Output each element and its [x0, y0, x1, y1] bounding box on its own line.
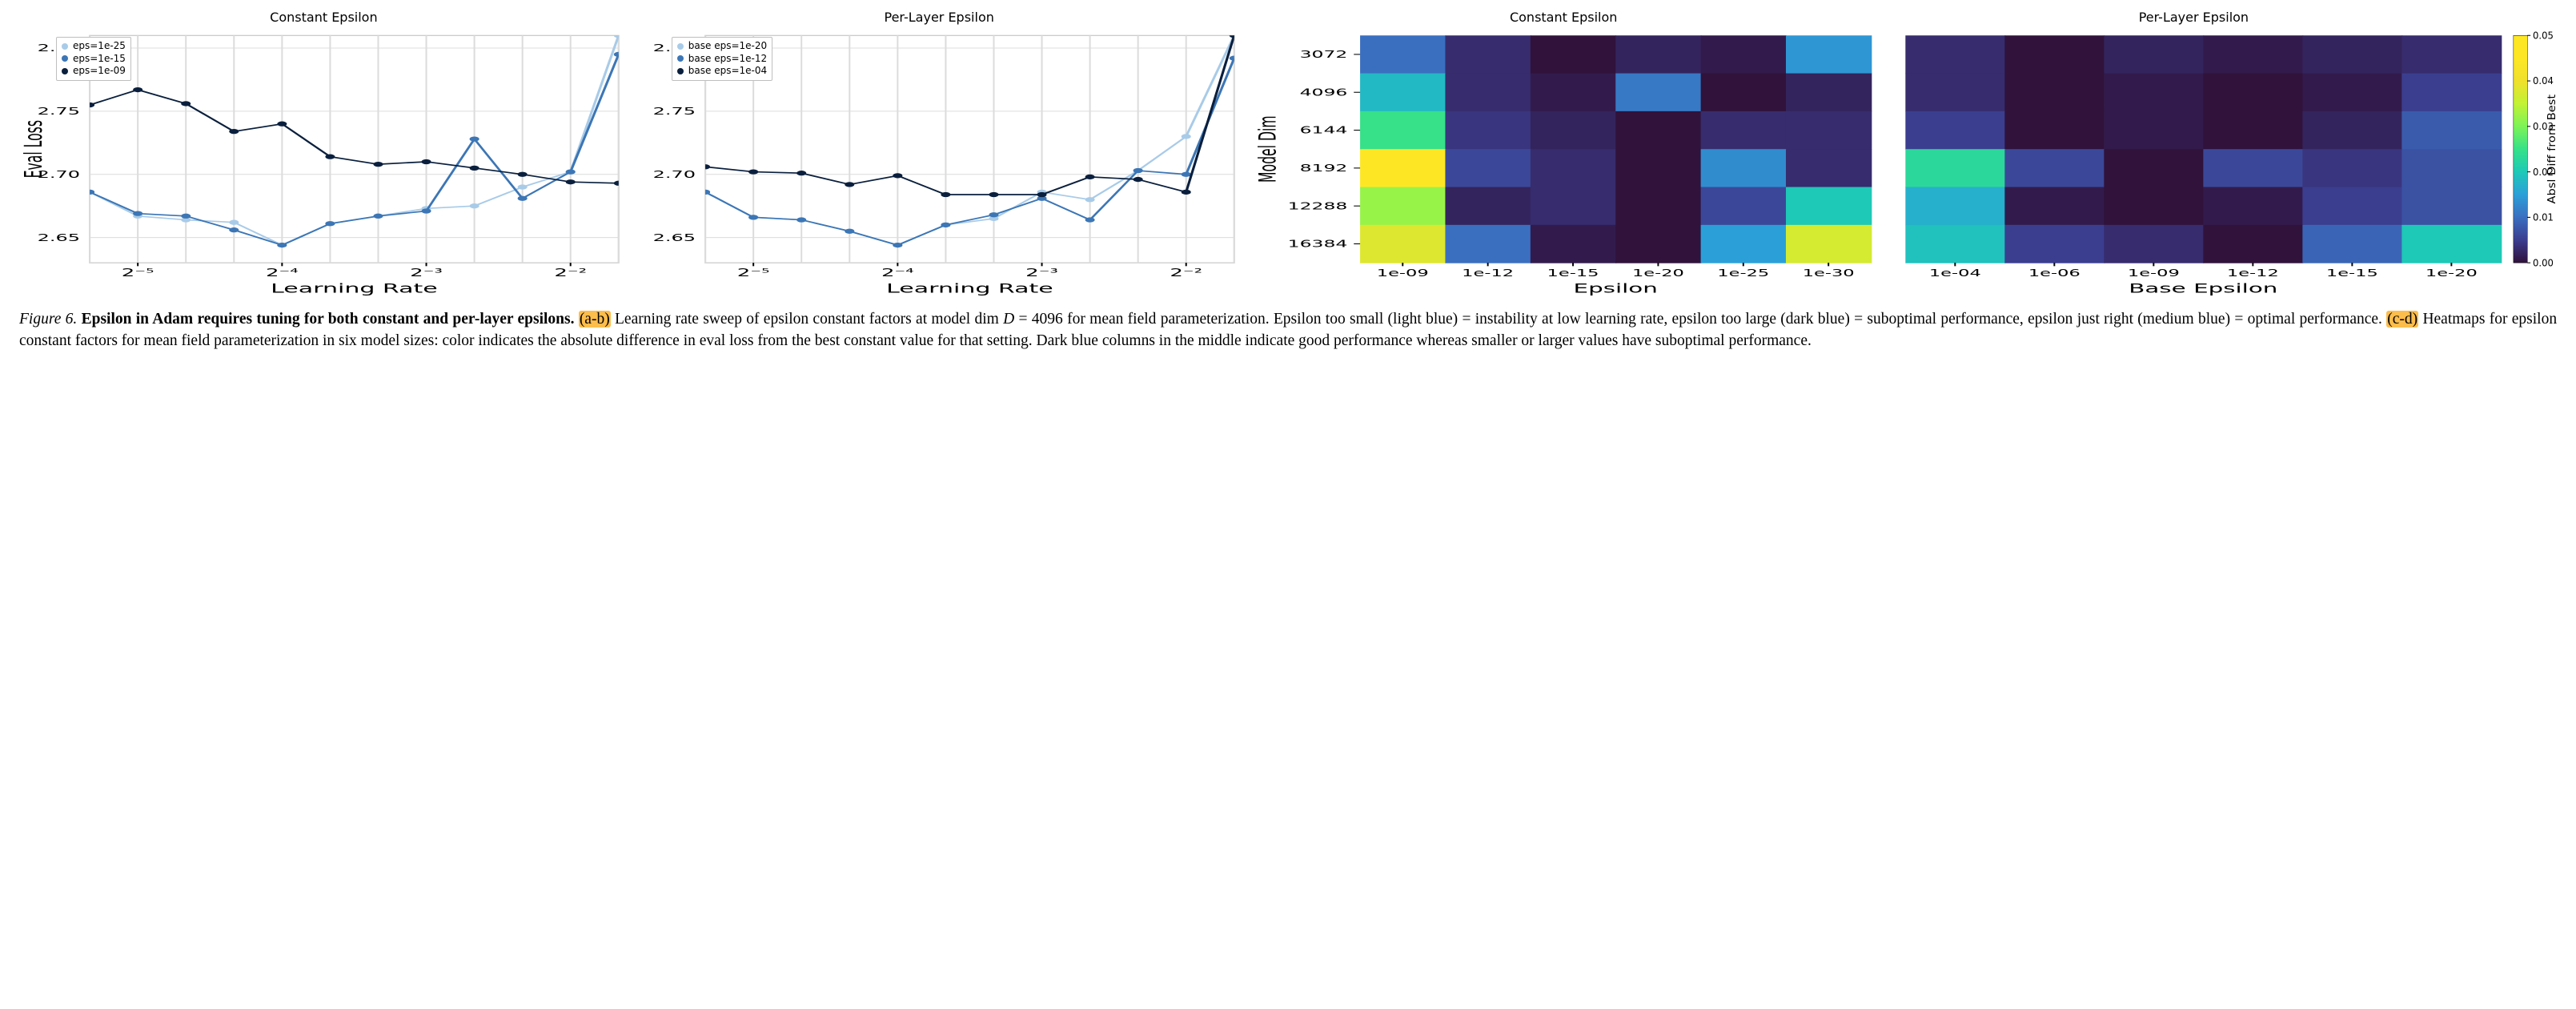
svg-text:0.01: 0.01: [2533, 211, 2554, 223]
legend-dot-icon: [62, 68, 68, 74]
svg-text:1e-30: 1e-30: [1802, 267, 1854, 279]
svg-text:1e-09: 1e-09: [2128, 267, 2180, 279]
svg-text:Epsilon: Epsilon: [1573, 281, 1657, 296]
line-panel-b: Per-Layer Epsilon base eps=1e-20base eps…: [635, 10, 1244, 298]
svg-text:2⁻⁴: 2⁻⁴: [266, 266, 299, 279]
line-panel-a: Constant Epsilon eps=1e-25eps=1e-15eps=1…: [19, 10, 628, 298]
svg-text:Learning Rate: Learning Rate: [271, 281, 438, 295]
svg-text:1e-12: 1e-12: [1462, 267, 1514, 279]
legend-item: eps=1e-15: [62, 53, 126, 66]
svg-text:2⁻³: 2⁻³: [410, 266, 443, 279]
svg-text:2⁻⁴: 2⁻⁴: [881, 266, 914, 279]
svg-text:2.70: 2.70: [652, 168, 695, 180]
caption-ab-1: Learning rate sweep of epsilon constant …: [615, 311, 1003, 328]
panel-b-legend: base eps=1e-20base eps=1e-12base eps=1e-…: [672, 37, 772, 81]
legend-label: eps=1e-09: [73, 65, 126, 78]
panel-b-plot: base eps=1e-20base eps=1e-12base eps=1e-…: [635, 30, 1244, 298]
panel-a-title: Constant Epsilon: [19, 10, 628, 27]
caption-hl-ab: (a-b): [579, 311, 611, 328]
legend-label: base eps=1e-04: [688, 65, 767, 78]
svg-text:2⁻⁵: 2⁻⁵: [122, 266, 154, 279]
svg-text:0.04: 0.04: [2533, 75, 2554, 87]
legend-item: base eps=1e-12: [677, 53, 767, 66]
figure-caption: Figure 6. Epsilon in Adam requires tunin…: [19, 309, 2557, 352]
svg-text:1e-25: 1e-25: [1717, 267, 1769, 279]
svg-text:1e-20: 1e-20: [2426, 267, 2478, 279]
panel-a-legend: eps=1e-25eps=1e-15eps=1e-09: [56, 37, 131, 81]
panel-d-title: Per-Layer Epsilon: [1880, 10, 2507, 27]
heat-block: Constant Epsilon 3072 4096 6144 8192 12288 16…: [1250, 10, 2557, 298]
legend-dot-icon: [62, 43, 68, 50]
svg-text:8192: 8192: [1299, 163, 1347, 174]
figure-row: Constant Epsilon eps=1e-25eps=1e-15eps=1…: [19, 10, 2557, 298]
legend-item: base eps=1e-20: [677, 40, 767, 53]
svg-text:1e-15: 1e-15: [1547, 267, 1599, 279]
legend-item: eps=1e-09: [62, 65, 126, 78]
legend-item: base eps=1e-04: [677, 65, 767, 78]
legend-dot-icon: [62, 55, 68, 62]
svg-text:2.65: 2.65: [38, 231, 80, 243]
legend-label: eps=1e-15: [73, 53, 126, 66]
caption-eq: = 4096: [1019, 311, 1063, 328]
legend-item: eps=1e-25: [62, 40, 126, 53]
svg-text:2.65: 2.65: [652, 231, 695, 243]
svg-text:2.75: 2.75: [652, 105, 695, 117]
heat-panel-c: Constant Epsilon 3072 4096 6144 8192 12288 16…: [1250, 10, 1877, 298]
panel-c-title: Constant Epsilon: [1250, 10, 1877, 27]
legend-dot-icon: [677, 43, 684, 50]
svg-text:0.05: 0.05: [2533, 30, 2554, 42]
svg-text:6144: 6144: [1299, 125, 1347, 136]
caption-D: D: [1003, 311, 1014, 328]
svg-text:0.00: 0.00: [2533, 257, 2554, 269]
caption-fignum: Figure 6.: [19, 311, 77, 328]
panel-b-title: Per-Layer Epsilon: [635, 10, 1244, 27]
svg-text:12288: 12288: [1287, 201, 1347, 212]
legend-label: base eps=1e-12: [688, 53, 767, 66]
svg-text:Absl Diff from Best: Absl Diff from Best: [2546, 94, 2557, 203]
legend-label: eps=1e-25: [73, 40, 126, 53]
legend-label: base eps=1e-20: [688, 40, 767, 53]
svg-text:16384: 16384: [1287, 239, 1347, 250]
svg-text:2.75: 2.75: [38, 105, 80, 117]
legend-dot-icon: [677, 55, 684, 62]
svg-text:Base Epsilon: Base Epsilon: [2129, 281, 2277, 296]
svg-text:2⁻³: 2⁻³: [1025, 266, 1058, 279]
svg-text:2⁻²: 2⁻²: [1170, 266, 1202, 279]
svg-text:1e-15: 1e-15: [2326, 267, 2378, 279]
heat-panel-d: Per-Layer Epsilon 1e-04 1e-06 1e-09 1e-12 1e…: [1880, 10, 2507, 298]
svg-text:1e-06: 1e-06: [2028, 267, 2080, 279]
svg-text:Model Dim: Model Dim: [1253, 115, 1281, 183]
svg-text:1e-12: 1e-12: [2227, 267, 2279, 279]
legend-dot-icon: [677, 68, 684, 74]
caption-hl-cd: (c-d): [2386, 311, 2418, 328]
svg-text:3072: 3072: [1299, 49, 1347, 60]
svg-text:2⁻²: 2⁻²: [554, 266, 587, 279]
svg-text:1e-09: 1e-09: [1376, 267, 1428, 279]
svg-text:1e-04: 1e-04: [1929, 267, 1981, 279]
svg-text:2⁻⁵: 2⁻⁵: [737, 266, 770, 279]
caption-ab-2: for mean field parameterization. Epsilon…: [1067, 311, 2386, 328]
panel-a-plot: eps=1e-25eps=1e-15eps=1e-09 2.652.702.75…: [19, 30, 628, 298]
svg-text:4096: 4096: [1299, 87, 1347, 98]
svg-text:Learning Rate: Learning Rate: [886, 281, 1053, 295]
colorbar: . 0.050.040.030.020.010.00Absl Diff from…: [2510, 10, 2557, 298]
svg-text:1e-20: 1e-20: [1632, 267, 1684, 279]
svg-text:Eval Loss: Eval Loss: [19, 120, 47, 178]
caption-bold: Epsilon in Adam requires tuning for both…: [82, 311, 575, 328]
